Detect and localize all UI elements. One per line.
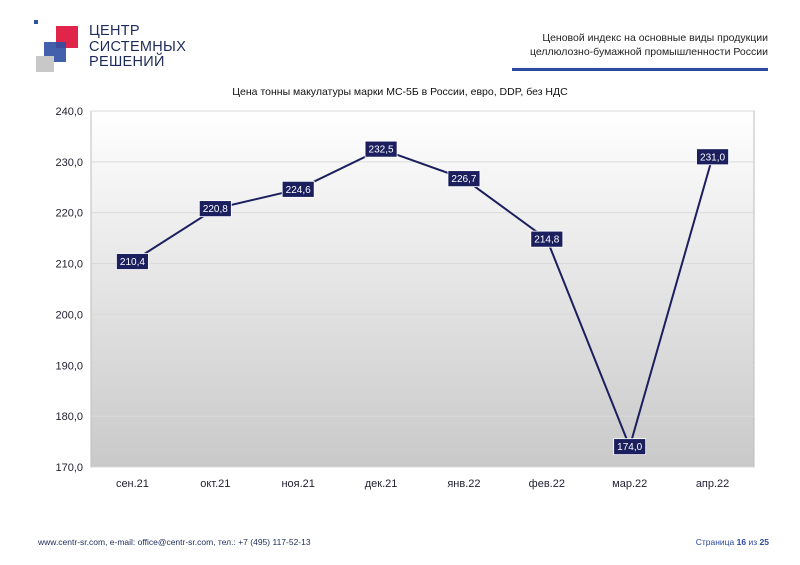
data-point: 224,6 [281, 180, 315, 198]
x-tick-label: янв.22 [447, 478, 480, 490]
x-tick-label: ноя.21 [281, 478, 314, 490]
footer-contacts: www.centr-sr.com, e-mail: office@centr-s… [38, 537, 311, 547]
y-tick-label: 220,0 [55, 208, 83, 220]
x-tick-label: дек.21 [365, 478, 398, 490]
data-label-box [613, 438, 647, 456]
header-line-1: Ценовой индекс на основные виды продукци… [542, 32, 768, 44]
y-tick-label: 240,0 [55, 106, 83, 118]
data-label-box [116, 253, 149, 270]
logo-line-2: СИСТЕМНЫХ [89, 38, 187, 55]
data-point: 210,4 [116, 253, 149, 270]
data-label: 210,4 [120, 257, 145, 268]
data-point: 220,8 [198, 200, 232, 218]
data-label-box [530, 230, 564, 248]
data-point: 214,8 [530, 230, 564, 248]
page-prefix: Страница [695, 537, 735, 547]
logo-line-3: РЕШЕНИЙ [89, 54, 165, 70]
data-label-box [696, 148, 729, 166]
data-label: 226,7 [451, 174, 476, 185]
page-sep: из [748, 537, 758, 547]
page-total: 25 [759, 537, 769, 547]
chart-title: Цена тонны макулатуры марки МС-5Б в Росс… [232, 86, 568, 98]
data-label-box [447, 170, 481, 188]
x-tick-label: апр.22 [696, 478, 729, 490]
y-tick-label: 200,0 [55, 309, 83, 321]
data-label: 214,8 [534, 235, 559, 246]
x-tick-label: мар.22 [612, 478, 647, 490]
logo-line-1: ЦЕНТР [89, 23, 140, 39]
plot-area [90, 110, 755, 468]
data-point: 226,7 [447, 170, 481, 188]
data-label-box [364, 140, 398, 158]
logo-squares-icon [34, 20, 78, 72]
company-logo [34, 20, 194, 80]
y-tick-label: 170,0 [55, 462, 83, 474]
data-label: 224,6 [286, 185, 311, 196]
logo-text: ЦЕНТР СИСТЕМНЫХ РЕШЕНИЙ [89, 23, 187, 71]
y-tick-label: 210,0 [55, 259, 83, 271]
y-tick-label: 190,0 [55, 360, 83, 372]
y-tick-label: 230,0 [55, 157, 83, 169]
data-point: 231,0 [696, 148, 729, 166]
data-point: 174,0 [613, 438, 647, 456]
y-tick-label: 180,0 [55, 411, 83, 423]
data-label-box [281, 180, 315, 198]
report-header: Ценовой индекс на основные виды продукци… [530, 31, 768, 59]
page-current: 16 [736, 537, 747, 547]
x-tick-label: фев.22 [529, 478, 565, 490]
x-tick-label: сен.21 [116, 478, 149, 490]
data-label: 220,8 [203, 204, 228, 215]
header-divider [512, 68, 768, 71]
x-tick-label: окт.21 [200, 478, 230, 490]
page-indicator: Страница 16 из 25 [696, 537, 769, 547]
data-point: 232,5 [364, 140, 398, 158]
data-label: 174,0 [617, 442, 642, 453]
data-label: 231,0 [700, 152, 725, 163]
data-label-box [198, 200, 232, 218]
data-label: 232,5 [369, 145, 394, 156]
header-line-2: целлюлозно-бумажной промышленности Росси… [529, 46, 768, 58]
